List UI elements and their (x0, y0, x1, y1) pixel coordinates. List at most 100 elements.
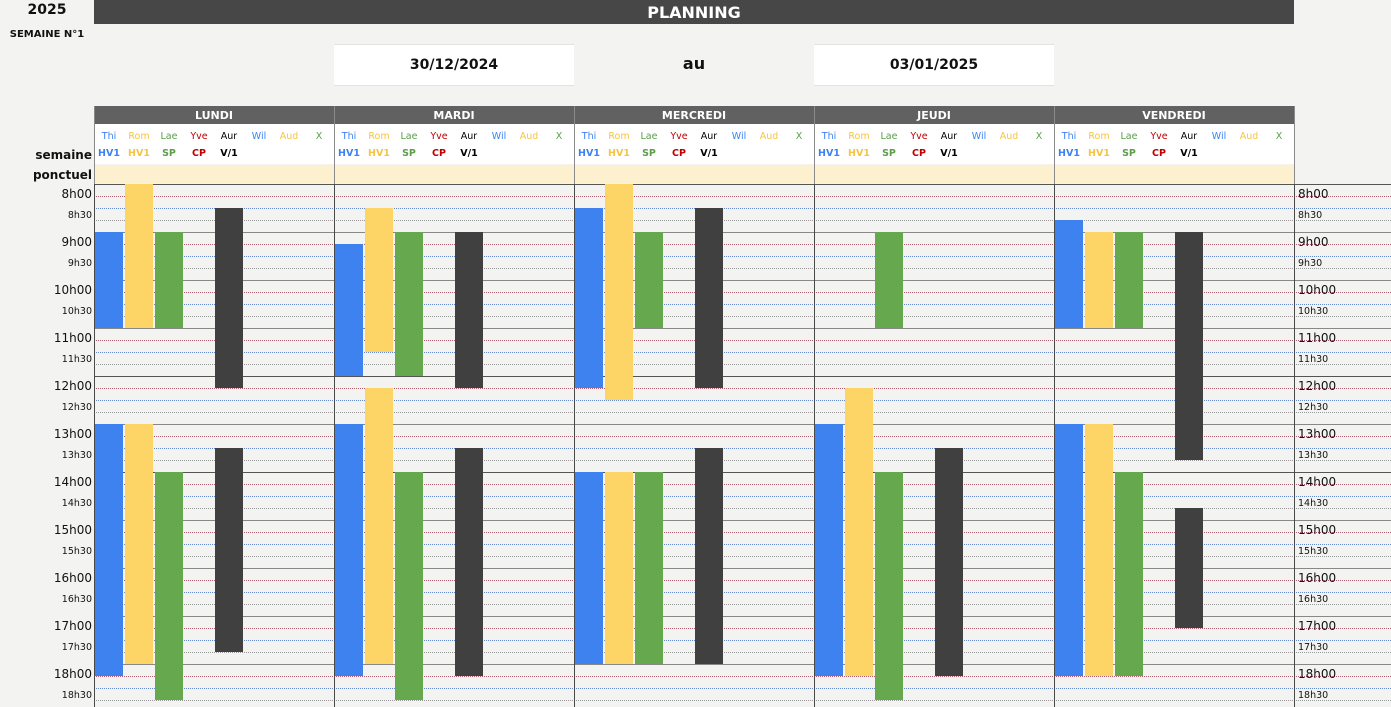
person-name: X (1275, 131, 1283, 142)
person-code: V/1 (460, 148, 478, 159)
schedule-bar[interactable] (1085, 424, 1113, 676)
schedule-bar[interactable] (1115, 472, 1143, 676)
minor-gridline (94, 220, 1391, 221)
minor-gridline (94, 448, 1391, 449)
person-name: Thi (1061, 131, 1077, 142)
time-label-half: 17h30 (1298, 642, 1329, 653)
schedule-bar[interactable] (875, 472, 903, 700)
ponctuel-band[interactable] (334, 165, 574, 183)
person-name: Aud (759, 131, 779, 142)
person-code: SP (402, 148, 416, 159)
schedule-bar[interactable] (1085, 232, 1113, 328)
schedule-bar[interactable] (695, 208, 723, 388)
schedule-bar[interactable] (1055, 424, 1083, 676)
schedule-bar[interactable] (455, 448, 483, 676)
time-label-hour: 10h00 (1298, 283, 1337, 297)
minor-gridline (94, 364, 1391, 365)
person-name: Yve (430, 131, 448, 142)
person-code: HV1 (338, 148, 360, 159)
schedule-bar[interactable] (935, 448, 963, 676)
time-label-half: 17h30 (61, 642, 92, 653)
people-header: Thi HV1 Rom HV1 Lae SP Yve CP Aur V/1 Wil Aud X (814, 124, 1054, 164)
schedule-bar[interactable] (1175, 232, 1203, 460)
minor-gridline (94, 256, 1391, 257)
schedule-bar[interactable] (635, 472, 663, 664)
schedule-bar[interactable] (155, 232, 183, 328)
schedule-bar[interactable] (605, 184, 633, 400)
schedule-bar[interactable] (215, 208, 243, 388)
schedule-bar[interactable] (95, 424, 123, 676)
schedule-bar[interactable] (365, 388, 393, 664)
schedule-bar[interactable] (125, 184, 153, 328)
person-code: HV1 (848, 148, 870, 159)
minor-gridline (94, 400, 1391, 401)
schedule-bar[interactable] (1115, 232, 1143, 328)
hour-gridline (94, 568, 1391, 569)
schedule-bar[interactable] (395, 472, 423, 700)
time-label-half: 18h30 (1298, 690, 1329, 701)
person-name: Aur (700, 131, 718, 142)
schedule-bar[interactable] (575, 472, 603, 664)
schedule-bar[interactable] (695, 448, 723, 664)
person-name: X (315, 131, 323, 142)
minor-gridline (94, 700, 1391, 701)
time-label-hour: 18h00 (53, 667, 92, 681)
day-header: LUNDI (94, 106, 334, 124)
person-code: CP (432, 148, 446, 159)
person-name: Lae (880, 131, 898, 142)
row-label-ponctuel: ponctuel (32, 168, 92, 182)
time-label-hour: 15h00 (53, 523, 92, 537)
date-to-field[interactable]: 03/01/2025 (814, 44, 1054, 86)
time-label-hour: 9h00 (1298, 235, 1329, 249)
schedule-bar[interactable] (125, 424, 153, 664)
person-name: Aud (519, 131, 539, 142)
person-code: CP (192, 148, 206, 159)
schedule-bar[interactable] (845, 388, 873, 676)
ponctuel-band[interactable] (814, 165, 1054, 183)
schedule-bar[interactable] (395, 232, 423, 376)
person-code: V/1 (700, 148, 718, 159)
person-name: Yve (1150, 131, 1168, 142)
person-name: Aur (220, 131, 238, 142)
schedule-bar[interactable] (635, 232, 663, 328)
schedule-bar[interactable] (455, 232, 483, 388)
day-separator (814, 124, 815, 707)
ponctuel-band[interactable] (94, 165, 334, 183)
time-label-half: 18h30 (61, 690, 92, 701)
people-header: Thi HV1 Rom HV1 Lae SP Yve CP Aur V/1 Wil Aud X (574, 124, 814, 164)
time-label-half: 9h30 (1298, 258, 1323, 269)
time-label-half: 10h30 (1298, 306, 1329, 317)
day-separator (334, 124, 335, 707)
schedule-bar[interactable] (1055, 220, 1083, 328)
schedule-bar[interactable] (335, 424, 363, 676)
schedule-bar[interactable] (575, 208, 603, 388)
ponctuel-band[interactable] (574, 165, 814, 183)
row-label-semaine: semaine (35, 148, 92, 162)
time-label-hour: 16h00 (1298, 571, 1337, 585)
schedule-bar[interactable] (155, 472, 183, 700)
time-label-half: 16h30 (61, 594, 92, 605)
date-from-field[interactable]: 30/12/2024 (334, 44, 574, 86)
schedule-bar[interactable] (815, 424, 843, 676)
person-name: Wil (1211, 131, 1227, 142)
person-code: V/1 (220, 148, 238, 159)
schedule-bar[interactable] (215, 448, 243, 652)
time-label-hour: 9h00 (61, 235, 92, 249)
time-label-half: 14h30 (61, 498, 92, 509)
schedule-bar[interactable] (335, 244, 363, 376)
schedule-bar[interactable] (875, 232, 903, 328)
hour-gridline (94, 280, 1391, 281)
minor-gridline (94, 676, 1391, 677)
ponctuel-band[interactable] (1054, 165, 1294, 183)
schedule-bar[interactable] (365, 208, 393, 352)
time-label-hour: 11h00 (53, 331, 92, 345)
minor-gridline (94, 592, 1391, 593)
time-label-hour: 16h00 (53, 571, 92, 585)
schedule-bar[interactable] (605, 472, 633, 664)
schedule-bar[interactable] (1175, 508, 1203, 628)
person-name: Rom (128, 131, 150, 142)
schedule-bar[interactable] (95, 232, 123, 328)
person-code: SP (162, 148, 176, 159)
minor-gridline (94, 496, 1391, 497)
time-label-hour: 18h00 (1298, 667, 1337, 681)
